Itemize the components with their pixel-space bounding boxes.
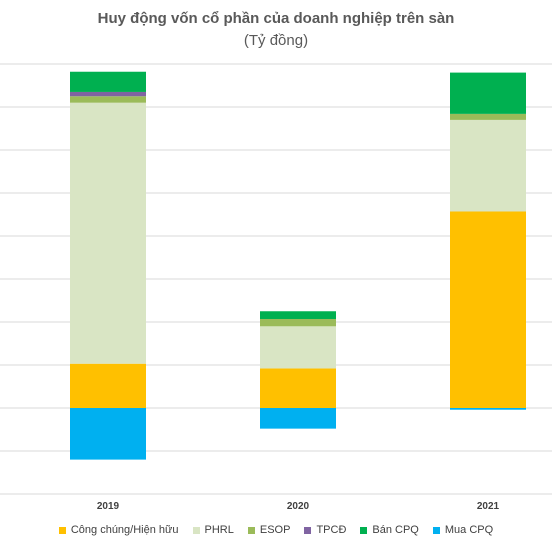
legend-item: Mua CPQ (432, 524, 494, 536)
legend-label: Mua CPQ (444, 524, 494, 536)
legend-swatch (304, 526, 312, 534)
bar-segment (450, 113, 526, 120)
bar-segment (70, 102, 146, 364)
legend-label: ESOP (259, 524, 291, 536)
x-tick-label: 2020 (287, 501, 310, 512)
legend-item: TPCĐ (304, 524, 346, 536)
chart-title: Huy động vốn cổ phần của doanh nghiệp tr… (97, 10, 455, 27)
bar-segment (450, 211, 526, 408)
legend-item: PHRL (192, 524, 234, 536)
bar-segment (70, 91, 146, 97)
legend-swatch (58, 526, 66, 534)
bar-segment (450, 72, 526, 114)
bar-segment (260, 368, 336, 408)
legend-item: Công chúng/Hiện hữu (58, 524, 179, 536)
bar-segment (260, 408, 336, 429)
bar-segment (70, 408, 146, 460)
legend-swatch (432, 526, 440, 534)
legend-item: ESOP (247, 524, 291, 536)
chart-legend: Công chúng/Hiện hữu PHRL ESOP TPCĐ Bán CPQ Mu… (0, 524, 552, 536)
x-tick-label: 2021 (477, 501, 500, 512)
bar-segment (70, 71, 146, 92)
bar-segment (260, 326, 336, 369)
chart-subtitle: (Tỷ đồng) (243, 32, 309, 49)
legend-swatch (247, 526, 255, 534)
legend-swatch (360, 526, 368, 534)
bar-segment (70, 363, 146, 408)
legend-item: Bán CPQ (360, 524, 419, 536)
bar-segment (260, 311, 336, 319)
bar-segment (450, 408, 526, 410)
legend-swatch (192, 526, 200, 534)
legend-label: Bán CPQ (372, 524, 419, 536)
bar-segment (260, 318, 336, 327)
bar-segment (450, 119, 526, 212)
legend-label: TPCĐ (316, 524, 347, 536)
bar-segment (70, 96, 146, 103)
x-tick-label: 2019 (97, 501, 120, 512)
legend-label: Công chúng/Hiện hữu (70, 524, 179, 536)
legend-label: PHRL (204, 524, 234, 536)
